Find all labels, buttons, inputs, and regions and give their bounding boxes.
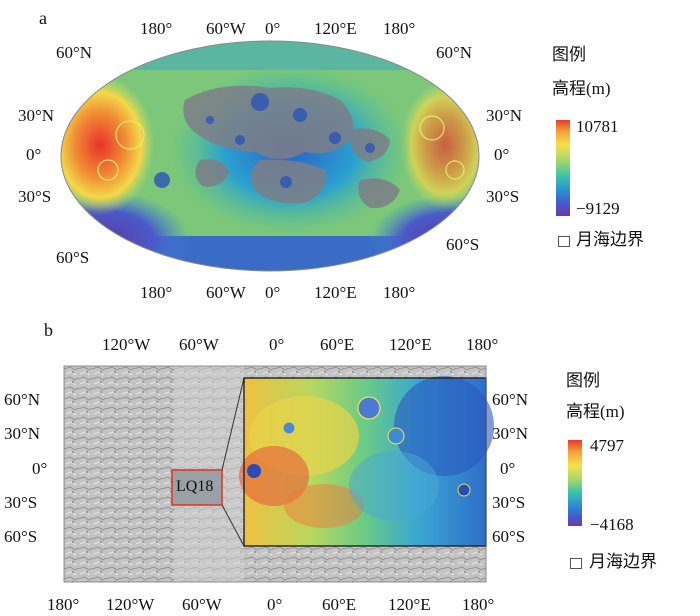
panel-a-left-lat-label: 60°S xyxy=(56,248,90,267)
panel-a-top-lon-label: 180° xyxy=(140,19,173,38)
panel-a-top-lon-label: 180° xyxy=(383,19,416,38)
panel-b-hillshade-map xyxy=(63,365,494,583)
panel-b-top-lon-label: 180° xyxy=(466,335,499,354)
panel-a-right-lat-label: 60°S xyxy=(446,235,480,254)
panel-b-top-lon-label: 60°W xyxy=(179,335,219,354)
panel-b-bottom-lon-label: 180° xyxy=(47,595,80,614)
panel-a-bottom-lon-label: 180° xyxy=(140,283,173,302)
legend-subtitle: 高程(m) xyxy=(552,79,611,98)
panel-a-top-lon-label: 120°E xyxy=(314,19,357,38)
panel-a-right-lat-label: 60°N xyxy=(436,43,473,62)
panel-b-right-lat-label: 30°S xyxy=(492,493,526,512)
colorbar-min-label: −9129 xyxy=(576,199,620,218)
panel-b-left-lat-label: 30°N xyxy=(4,424,41,443)
panel-b-bottom-lon-label: 120°W xyxy=(106,595,155,614)
panel-a-left-lat-label: 30°N xyxy=(18,106,55,125)
mare-boundary-label: 月海边界 xyxy=(589,552,657,571)
panel-a-right-lat-label: 30°S xyxy=(486,187,520,206)
panel-a-bottom-lon-label: 180° xyxy=(383,283,416,302)
panel-a-bottom-lon-label: 120°E xyxy=(314,283,357,302)
panel-b-bottom-lon-label: 60°W xyxy=(182,595,222,614)
panel-b-top-lon-label: 0° xyxy=(269,335,285,354)
panel-a-top-lon-label: 0° xyxy=(265,19,281,38)
lq18-region-label: LQ18 xyxy=(176,478,214,495)
lq18-inset-map xyxy=(239,376,494,547)
panel-b-left-lat-label: 30°S xyxy=(4,493,38,512)
panel-a-top-lon-label: 60°W xyxy=(206,19,246,38)
panel-b-top-lon-label: 120°W xyxy=(102,335,151,354)
mare-boundary-swatch xyxy=(570,558,582,569)
panel-a-letter: a xyxy=(39,8,47,28)
legend-title: 图例 xyxy=(552,45,586,64)
panel-a-bottom-lon-label: 0° xyxy=(265,283,281,302)
panel-b-bottom-lon-label: 0° xyxy=(267,595,283,614)
colorbar-max-label: 4797 xyxy=(590,436,624,455)
colorbar-max-label: 10781 xyxy=(576,117,619,136)
panel-b-bottom-lon-label: 60°E xyxy=(322,595,357,614)
panel-a-bottom-lon-label: 60°W xyxy=(206,283,246,302)
panel-b-right-lat-label: 0° xyxy=(500,459,516,478)
elevation-colorbar xyxy=(556,120,570,216)
panel-b-left-lat-label: 60°N xyxy=(4,390,41,409)
panel-a-left-lat-label: 30°S xyxy=(18,187,52,206)
panel-a-left-lat-label: 60°N xyxy=(56,43,93,62)
elevation-colorbar xyxy=(568,440,582,526)
panel-b-bottom-lon-label: 180° xyxy=(462,595,495,614)
panel-b-bottom-lon-label: 120°E xyxy=(388,595,431,614)
mare-boundary-swatch xyxy=(558,236,570,247)
panel-b-left-lat-label: 60°S xyxy=(4,527,38,546)
panel-b-letter: b xyxy=(44,320,53,340)
panel-a-left-lat-label: 0° xyxy=(26,145,42,164)
panel-b-left-lat-label: 0° xyxy=(32,459,48,478)
panel-a-right-lat-label: 30°N xyxy=(486,106,523,125)
legend-title: 图例 xyxy=(566,371,600,390)
panel-b-top-lon-label: 60°E xyxy=(320,335,355,354)
mare-boundary-label: 月海边界 xyxy=(576,230,644,249)
panel-b-right-lat-label: 60°S xyxy=(492,527,526,546)
panel-b-right-lat-label: 60°N xyxy=(492,390,529,409)
panel-b-right-lat-label: 30°N xyxy=(492,424,529,443)
panel-b-top-lon-label: 120°E xyxy=(389,335,432,354)
legend-subtitle: 高程(m) xyxy=(566,402,625,421)
colorbar-min-label: −4168 xyxy=(590,515,634,534)
panel-a-right-lat-label: 0° xyxy=(494,145,510,164)
panel-a-elevation-map xyxy=(60,40,480,272)
